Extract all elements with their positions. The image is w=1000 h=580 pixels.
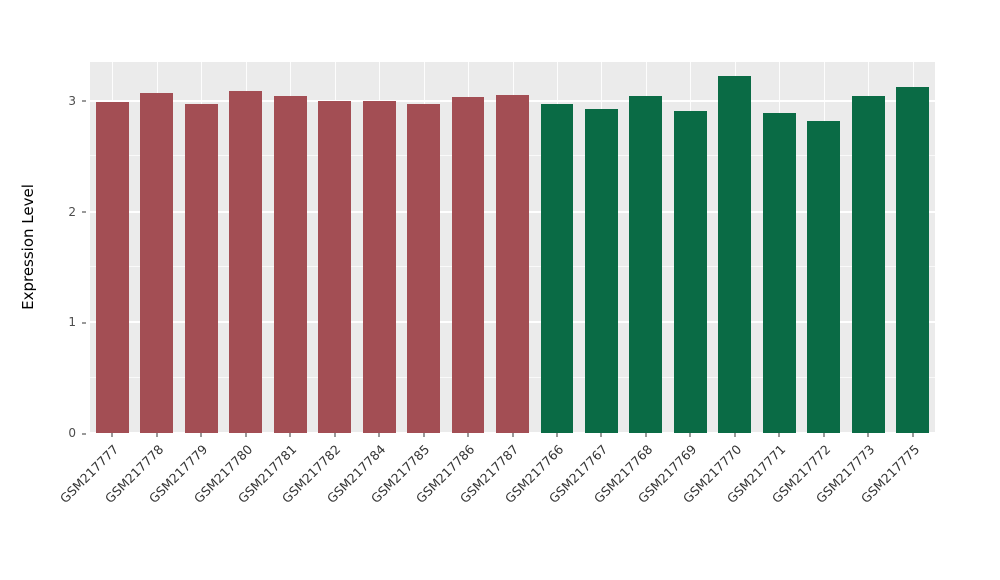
y-tick-mark	[82, 433, 86, 434]
x-tick-mark	[200, 433, 202, 437]
x-tick-mark	[556, 433, 558, 437]
plot-panel	[90, 62, 935, 433]
x-tick-mark	[512, 433, 513, 437]
x-tick-mark	[734, 433, 736, 437]
x-tick-mark	[156, 433, 158, 437]
bar-GSM217766	[540, 104, 574, 433]
y-tick-mark	[82, 211, 86, 213]
x-tick-mark	[778, 433, 780, 437]
x-tick-mark	[823, 433, 825, 437]
x-tick-mark	[912, 433, 914, 437]
bar-GSM217782	[318, 100, 352, 433]
x-tick-mark	[600, 433, 602, 437]
y-tick-label: 2	[68, 204, 76, 219]
x-tick-mark	[111, 433, 113, 437]
bar-GSM217784	[362, 100, 396, 433]
bar-GSM217787	[496, 95, 529, 433]
x-tick-mark	[867, 433, 869, 437]
x-tick-mark	[467, 433, 469, 437]
bar-GSM217778	[140, 93, 174, 433]
x-tick-mark	[423, 433, 425, 437]
y-tick-label: 0	[68, 426, 76, 440]
bar-GSM217771	[762, 112, 796, 433]
x-tick-mark	[689, 433, 691, 437]
bar-GSM217775	[896, 87, 930, 433]
bar-GSM217772	[807, 120, 841, 433]
bar-GSM217773	[851, 96, 885, 433]
bar-GSM217769	[673, 110, 707, 433]
bar-GSM217786	[451, 97, 485, 433]
x-tick-mark	[289, 433, 291, 437]
bar-GSM217781	[273, 96, 307, 433]
y-tick-label: 1	[68, 315, 76, 330]
y-axis: 0 1 2 3	[0, 62, 86, 439]
bar-GSM217777	[95, 101, 129, 433]
x-tick-mark	[378, 433, 380, 437]
y-tick-label: 3	[68, 93, 76, 108]
y-tick-mark	[82, 100, 86, 102]
bar-GSM217767	[584, 108, 618, 433]
bar-GSM217768	[629, 96, 663, 433]
y-tick-mark	[82, 322, 86, 324]
bar-GSM217770	[718, 76, 752, 433]
bar-GSM217779	[184, 104, 218, 433]
x-axis: GSM217777 GSM217778 GSM217779 GSM217780 GSM2…	[57, 433, 935, 563]
x-tick-mark	[245, 433, 247, 437]
bar-GSM217780	[229, 90, 263, 433]
x-tick-mark	[334, 433, 336, 437]
x-tick-mark	[645, 433, 647, 437]
bar-GSM217785	[407, 104, 440, 433]
